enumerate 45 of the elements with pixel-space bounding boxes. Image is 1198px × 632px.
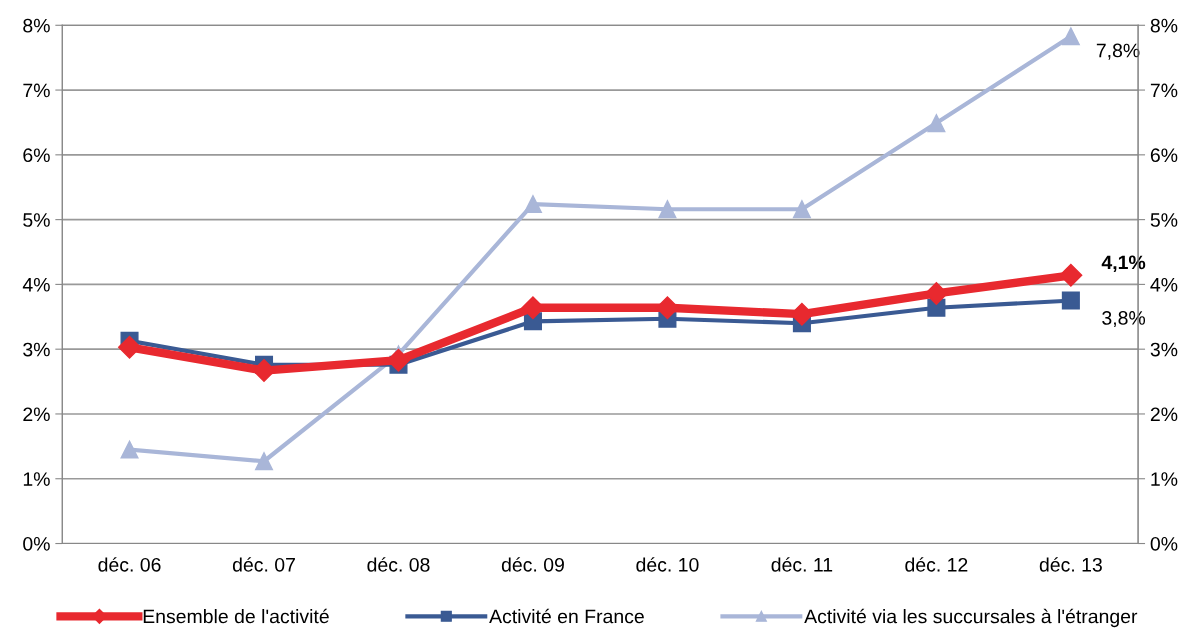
point xyxy=(120,440,139,459)
y2-tick-label: 6% xyxy=(1150,148,1178,163)
x-tick-label: déc. 08 xyxy=(367,557,430,572)
point xyxy=(658,200,677,219)
x-tick-label: déc. 07 xyxy=(232,557,295,572)
point xyxy=(927,114,946,133)
point xyxy=(1061,291,1080,310)
y2-tick-label: 5% xyxy=(1150,213,1178,227)
point xyxy=(118,335,142,359)
legend-label: Ensemble de l'activité xyxy=(143,608,329,624)
annotation: 4,1% xyxy=(1101,255,1146,273)
y2-tick-label: 3% xyxy=(1150,342,1178,357)
point xyxy=(523,195,542,214)
y-tick-label: 1% xyxy=(23,472,50,486)
annotation: 3,8% xyxy=(1102,311,1146,328)
legend-label: Activité via les succursales à l'étranger xyxy=(804,608,1138,628)
y-tick-label: 6% xyxy=(23,148,50,163)
y2-tick-label: 0% xyxy=(1150,536,1178,551)
y2-tick-label: 8% xyxy=(1150,18,1178,33)
x-tick-label: déc. 06 xyxy=(98,557,161,572)
point xyxy=(1061,27,1080,46)
x-tick-label: déc. 10 xyxy=(636,557,699,572)
x-tick-label: déc. 13 xyxy=(1039,557,1102,572)
y-tick-label: 4% xyxy=(22,277,50,292)
y2-tick-label: 2% xyxy=(1150,407,1178,422)
y2-tick-label: 1% xyxy=(1151,472,1178,486)
y-tick-label: 8% xyxy=(23,18,50,33)
point xyxy=(254,452,274,471)
y2-tick-label: 7% xyxy=(1150,83,1178,98)
y-tick-label: 5% xyxy=(23,213,50,227)
y-tick-label: 7% xyxy=(23,83,50,98)
legend-label: Activité en France xyxy=(489,608,644,624)
y2-tick-label: 4% xyxy=(1150,277,1178,292)
x-tick-label: déc. 11 xyxy=(771,557,833,572)
annotation: 7,8% xyxy=(1096,43,1140,60)
point xyxy=(1059,263,1083,287)
point xyxy=(924,281,948,305)
y-tick-label: 0% xyxy=(23,536,50,551)
x-tick-label: déc. 09 xyxy=(501,557,564,572)
x-tick-label: déc. 12 xyxy=(905,557,968,572)
point xyxy=(790,302,814,326)
point xyxy=(252,359,276,383)
y-tick-label: 2% xyxy=(23,407,50,422)
point xyxy=(792,200,811,219)
y-tick-label: 3% xyxy=(23,342,50,357)
